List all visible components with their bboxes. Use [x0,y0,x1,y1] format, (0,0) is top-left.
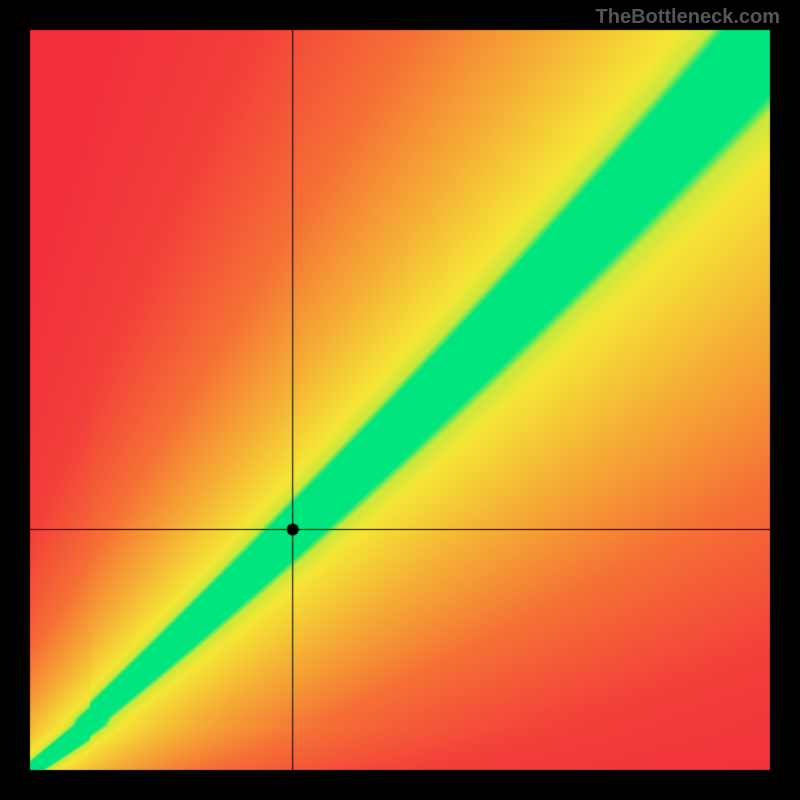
heatmap-canvas [0,0,800,800]
chart-container: TheBottleneck.com [0,0,800,800]
watermark-label: TheBottleneck.com [596,6,780,29]
